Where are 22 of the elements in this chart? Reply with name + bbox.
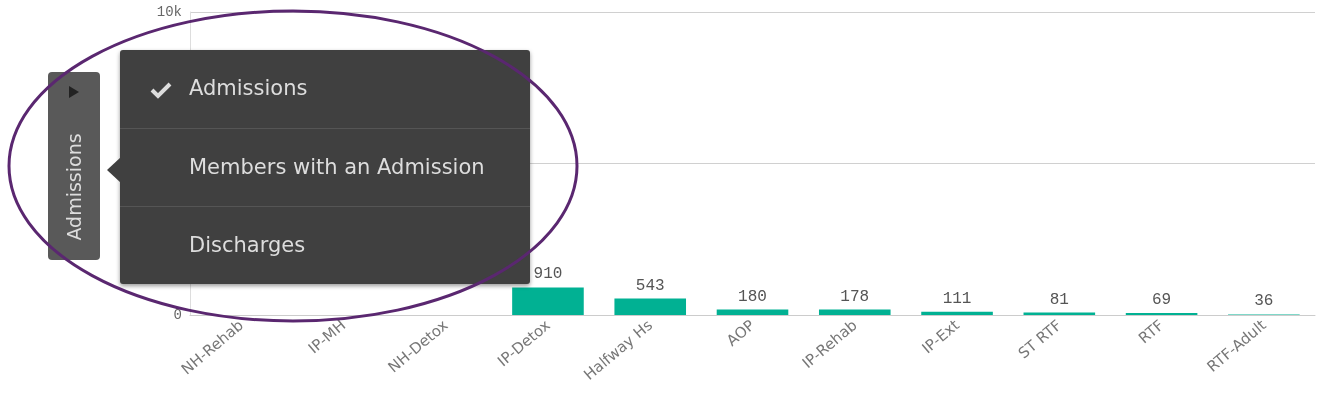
data-label: 910	[533, 265, 563, 284]
y-tick-label: 0	[173, 307, 182, 323]
bar	[1125, 312, 1198, 315]
data-label: 81	[1049, 290, 1069, 309]
data-label: 69	[1151, 290, 1172, 309]
data-label: 543	[635, 276, 665, 295]
data-label: 178	[840, 287, 870, 306]
bar	[921, 311, 993, 315]
annotation: Members with an Admission	[189, 155, 485, 179]
annotation: Admissions	[189, 76, 308, 100]
data-label: 36	[1254, 291, 1274, 310]
y-tick-label: 10k	[156, 4, 182, 20]
bar	[614, 298, 687, 315]
data-label: 180	[738, 287, 767, 306]
bar	[512, 287, 584, 315]
x-tick-label: ST RTF	[1014, 316, 1066, 363]
selection-tab: Admissions	[48, 72, 100, 260]
bar	[818, 309, 891, 315]
x-tick-label: RTF	[1135, 316, 1168, 348]
annotation: Discharges	[189, 233, 306, 257]
bar	[716, 309, 789, 315]
data-label: 111	[942, 289, 972, 308]
